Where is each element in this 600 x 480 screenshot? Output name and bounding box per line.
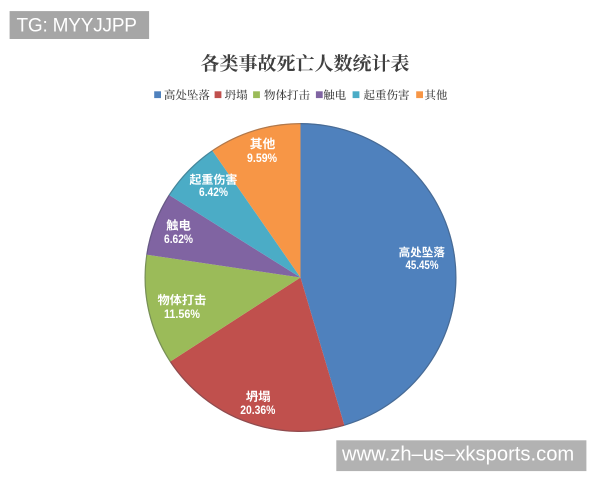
svg-text:9.59%: 9.59%	[247, 152, 277, 165]
svg-text:www.zh–us–xksports.com: www.zh–us–xksports.com	[341, 444, 574, 466]
svg-text:45.45%: 45.45%	[406, 259, 439, 272]
svg-text:TG: MYYJJPP: TG: MYYJJPP	[17, 15, 137, 36]
svg-text:20.36%: 20.36%	[240, 404, 275, 417]
svg-text:6.42%: 6.42%	[199, 186, 228, 199]
svg-text:11.56%: 11.56%	[164, 308, 200, 321]
svg-text:6.62%: 6.62%	[164, 233, 193, 246]
